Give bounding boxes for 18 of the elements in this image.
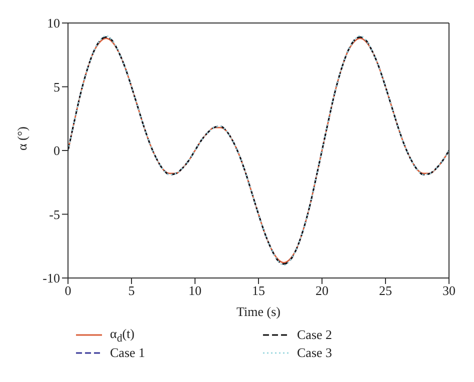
- x-tick-label: 0: [64, 283, 72, 298]
- y-tick-label: -5: [49, 206, 60, 222]
- x-tick-label: 5: [128, 283, 135, 298]
- legend-label: Case 3: [297, 345, 332, 361]
- legend-label: Case 1: [110, 345, 146, 361]
- y-axis-title: α (°): [14, 126, 30, 150]
- x-tick-label: 25: [379, 283, 392, 298]
- x-axis-title: Time (s): [236, 304, 280, 319]
- x-tick-label: 10: [188, 283, 202, 298]
- legend-label: Case 2: [297, 327, 332, 343]
- y-tick-label: 0: [54, 143, 60, 158]
- x-tick-label: 15: [252, 283, 265, 298]
- x-tick-label: 30: [442, 283, 456, 298]
- x-tick-label: 20: [316, 283, 328, 298]
- y-tick-label: 10: [47, 16, 60, 31]
- y-tick-label: 5: [54, 79, 60, 94]
- legend-label: α$_{d}$(t): [110, 326, 135, 344]
- y-tick-label: -10: [42, 270, 60, 286]
